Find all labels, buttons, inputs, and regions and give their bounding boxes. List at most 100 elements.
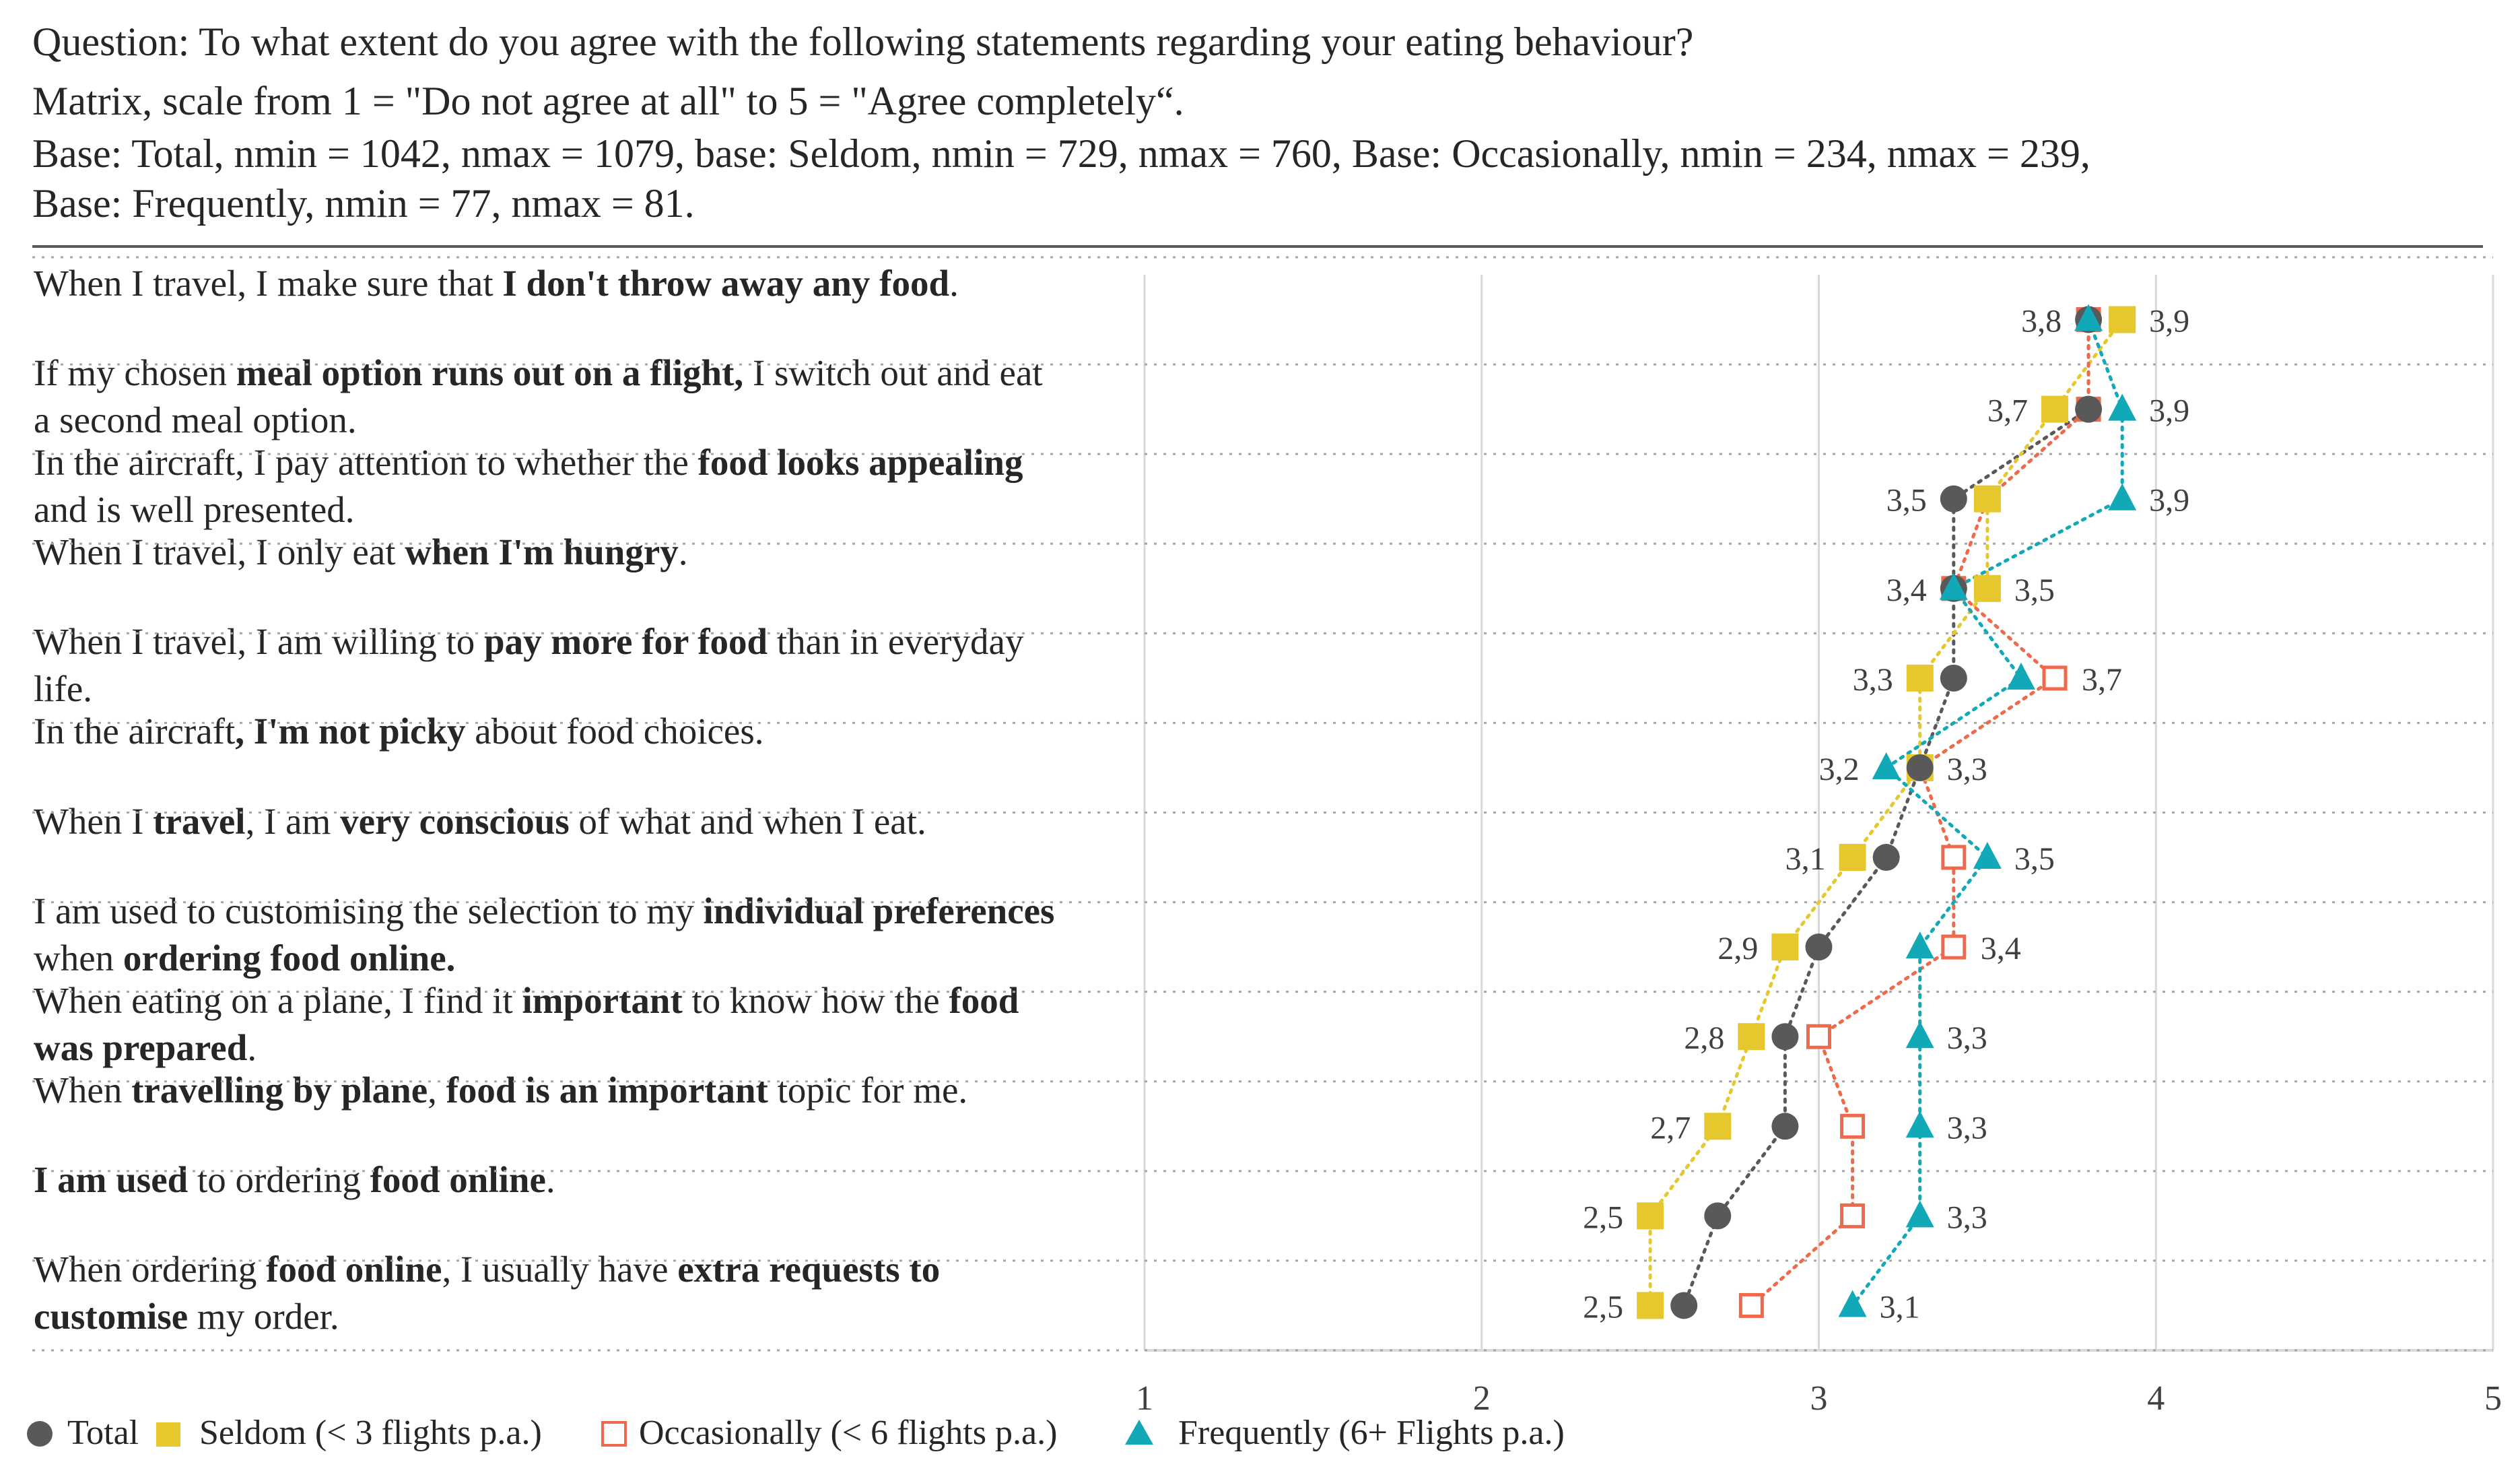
scale-note: Matrix, scale from 1 = "Do not agree at … [32, 79, 1184, 123]
point-frequently [1838, 1290, 1867, 1317]
question-text: Question: To what extent do you agree wi… [32, 20, 1694, 64]
data-label-max: 3,5 [2014, 572, 2055, 608]
point-occasionally [1941, 845, 1967, 870]
point-occasionally [1840, 1113, 1866, 1139]
statement-label: When I travel, I only eat when I'm hungr… [34, 531, 688, 573]
x-tick-label-3: 3 [1810, 1379, 1828, 1418]
point-total [1771, 1113, 1799, 1140]
point-frequently [1872, 752, 1901, 779]
data-label-max: 3,9 [2149, 304, 2189, 339]
point-total [1771, 1023, 1799, 1051]
x-tick-label-4: 4 [2147, 1379, 2165, 1418]
point-frequently [1905, 1021, 1934, 1049]
legend-label-frequently: Frequently (6+ Flights p.a.) [1178, 1414, 1565, 1452]
data-label-max: 3,3 [1947, 752, 1987, 787]
data-label-min: 2,7 [1650, 1110, 1691, 1146]
legend-label-occasionally: Occasionally (< 6 flights p.a.) [639, 1414, 1058, 1452]
circle-marker-icon [27, 1421, 53, 1447]
legend-label-total: Total [67, 1414, 139, 1452]
data-label-min: 3,7 [1987, 393, 2028, 429]
triangle-marker-icon [1124, 1414, 1154, 1454]
data-label-max: 3,5 [2014, 841, 2055, 877]
point-frequently [2108, 483, 2137, 510]
statement-label: When ordering food online, I usually hav… [34, 1248, 941, 1337]
data-label-max: 3,3 [1947, 1020, 1987, 1056]
data-label-max: 3,9 [2149, 393, 2189, 429]
data-label-min: 3,3 [1853, 662, 1893, 698]
data-label-min: 2,5 [1583, 1199, 1623, 1235]
point-total [1872, 844, 1900, 871]
data-label-max: 3,4 [1981, 931, 2021, 966]
data-label-min: 3,4 [1886, 572, 1927, 608]
point-seldom [1973, 485, 2001, 513]
point-occasionally [1806, 1024, 1831, 1049]
point-seldom [1906, 664, 1934, 692]
open-square-marker-icon [601, 1421, 627, 1447]
point-total [1670, 1292, 1698, 1319]
filled-square-marker-icon [156, 1422, 180, 1447]
legend-item-occasionally: Occasionally (< 6 flights p.a.) [601, 1413, 1057, 1453]
point-total [1704, 1202, 1732, 1230]
point-frequently [1905, 1111, 1934, 1138]
point-total [1940, 664, 1967, 692]
statement-label: When travelling by plane, food is an imp… [34, 1069, 968, 1111]
point-frequently [2108, 393, 2137, 421]
statement-label: In the aircraft, I'm not picky about foo… [34, 711, 764, 752]
data-label-max: 3,3 [1947, 1110, 1987, 1146]
statement-label: In the aircraft, I pay attention to whet… [34, 442, 1023, 531]
point-frequently [2006, 662, 2035, 690]
x-tick-label-1: 1 [1136, 1379, 1153, 1418]
data-label-max: 3,7 [2082, 662, 2122, 698]
point-total [1940, 485, 1967, 513]
point-total [2075, 395, 2103, 423]
series-line-total [1682, 318, 2090, 1307]
series-line-seldom [1648, 318, 2124, 1307]
point-occasionally [1941, 934, 1967, 960]
point-seldom [1704, 1113, 1732, 1140]
statement-label: When eating on a plane, I find it import… [34, 979, 1019, 1068]
point-seldom [1839, 844, 1866, 871]
statement-label: When I travel, I am willing to pay more … [34, 621, 1024, 710]
base-note: Base: Total, nmin = 1042, nmax = 1079, b… [32, 131, 2090, 176]
statement-label: I am used to ordering food online. [34, 1158, 555, 1200]
data-label-min: 3,1 [1785, 841, 1826, 877]
point-total [1906, 754, 1934, 781]
legend-item-frequently: Frequently (6+ Flights p.a.) [1124, 1413, 1565, 1454]
x-tick-label-2: 2 [1473, 1379, 1491, 1418]
legend-item-seldom: Seldom (< 3 flights p.a.) [156, 1413, 542, 1453]
point-occasionally [1840, 1203, 1866, 1228]
point-seldom [2041, 395, 2069, 423]
point-seldom [1738, 1023, 1765, 1051]
statement-label: If my chosen meal option runs out on a f… [34, 352, 1043, 441]
point-frequently [1973, 842, 2002, 869]
statement-label: When I travel, I make sure that I don't … [34, 263, 959, 304]
data-label-min: 3,8 [2021, 304, 2062, 339]
base-note-frequently: Base: Frequently, nmin = 77, nmax = 81. [32, 181, 695, 226]
data-label-min: 2,9 [1717, 931, 1758, 966]
data-label-min: 3,5 [1886, 483, 1927, 519]
point-total [1805, 933, 1833, 961]
data-label-min: 2,5 [1583, 1289, 1623, 1325]
data-label-min: 2,8 [1684, 1020, 1724, 1056]
data-label-min: 3,2 [1819, 752, 1860, 787]
point-frequently [2074, 304, 2103, 331]
point-frequently [1905, 1200, 1934, 1228]
point-frequently [1939, 572, 1968, 600]
point-seldom [1771, 933, 1799, 961]
point-seldom [1637, 1202, 1664, 1230]
statement-label: When I travel, I am very conscious of wh… [34, 800, 926, 842]
data-label-max: 3,3 [1947, 1199, 1987, 1235]
legend-item-total: Total [27, 1413, 139, 1453]
x-tick-label-5: 5 [2484, 1379, 2502, 1418]
series-line-frequently [1851, 318, 2124, 1307]
point-seldom [1637, 1292, 1664, 1319]
data-label-max: 3,1 [1880, 1289, 1920, 1325]
point-occasionally [1738, 1292, 1764, 1318]
legend-label-seldom: Seldom (< 3 flights p.a.) [199, 1414, 542, 1452]
point-frequently [1905, 931, 1934, 959]
point-occasionally [2042, 665, 2068, 691]
statement-label: I am used to customising the selection t… [34, 890, 1055, 979]
data-label-max: 3,9 [2149, 483, 2189, 519]
point-seldom [1973, 574, 2001, 602]
